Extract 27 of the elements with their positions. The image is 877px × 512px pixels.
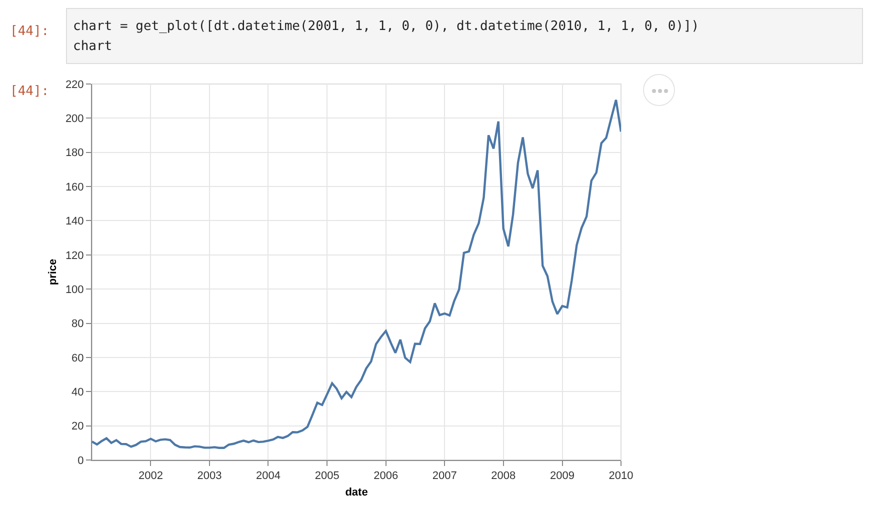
- y-tick-label: 60: [72, 352, 84, 364]
- y-axis-title: price: [47, 258, 60, 286]
- y-tick-label: 180: [65, 147, 84, 160]
- x-tick-label: 2010: [608, 470, 634, 482]
- x-tick-label: 2008: [491, 470, 516, 482]
- x-tick-label: 2007: [432, 470, 457, 482]
- x-tick-label: 2003: [197, 470, 222, 482]
- x-axis-title: date: [345, 486, 368, 498]
- y-tick-label: 20: [72, 420, 84, 433]
- x-tick-label: 2002: [138, 470, 163, 482]
- text: chart = get_plot([dt.datetime(2001, 1, 1, 0, 0), dt.datetime(2010, 1, 1, 0, 0)]) chart: [66, 8, 863, 64]
- x-tick-label: 2009: [550, 470, 574, 482]
- x-tick-label: 2006: [374, 470, 398, 482]
- y-tick-label: 80: [72, 318, 84, 330]
- line-series: [92, 98, 621, 449]
- y-tick-label: 40: [72, 386, 84, 398]
- y-tick-label: 220: [65, 78, 84, 91]
- y-tick-label: 100: [65, 284, 84, 296]
- y-tick-label: 0: [78, 454, 84, 467]
- y-tick-label: 140: [65, 216, 84, 228]
- y-tick-label: 200: [65, 113, 84, 126]
- text: [44]:: [10, 24, 50, 39]
- y-tick-label: 120: [65, 250, 84, 262]
- x-tick-label: 2005: [314, 470, 340, 482]
- y-tick-label: 160: [65, 181, 84, 194]
- x-tick-label: 2004: [256, 470, 280, 482]
- text: [44]:: [10, 84, 50, 99]
